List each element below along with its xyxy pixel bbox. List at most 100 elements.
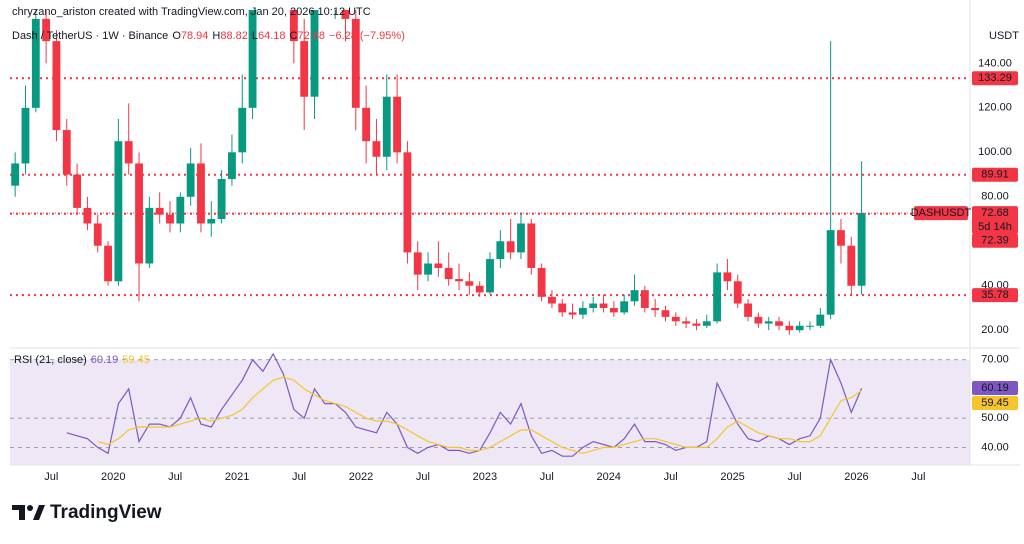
rsi-last-value-box	[972, 381, 1018, 395]
x-tick-label: Jul	[416, 471, 430, 483]
rsi-last-value: 59.45	[981, 397, 1009, 409]
candle-body	[702, 321, 711, 326]
ohlc-key: L	[252, 30, 258, 42]
candle-body	[424, 263, 432, 275]
candle-body	[775, 321, 783, 326]
candle-body	[21, 107, 30, 164]
candle-body	[166, 214, 174, 224]
candle-body	[527, 223, 536, 268]
candle-body	[145, 207, 154, 264]
candle-body	[310, 10, 319, 97]
candle-body	[795, 325, 804, 331]
candle-body	[599, 303, 608, 308]
candle-body	[155, 207, 164, 215]
x-tick-label: 2022	[349, 471, 373, 483]
candle-body	[764, 321, 773, 324]
candle-body	[609, 307, 618, 313]
ohlc-value: 88.82	[220, 30, 248, 42]
watermark: chryzano_ariston created with TradingVie…	[12, 6, 371, 18]
candle-body	[114, 141, 123, 282]
candle-body	[434, 263, 443, 268]
level-label: 133.29	[978, 72, 1012, 84]
candle-body	[537, 267, 546, 297]
x-tick-label: 2024	[596, 471, 620, 483]
candle-body	[300, 41, 309, 97]
last-price: 72.68	[981, 207, 1009, 219]
x-tick-label: 2021	[225, 471, 249, 483]
x-tick-label: Jul	[664, 471, 678, 483]
x-tick-label: Jul	[911, 471, 925, 483]
level-label-box	[972, 288, 1018, 303]
candle-body	[558, 303, 567, 313]
candle-body	[806, 325, 814, 327]
candle-body	[475, 285, 484, 293]
x-tick-label: 2026	[844, 471, 868, 483]
level-label: 35.78	[981, 289, 1009, 301]
candle-body	[857, 213, 866, 286]
x-tick-label: Jul	[44, 471, 58, 483]
y-tick-label: 70.00	[981, 354, 1009, 366]
candle-body	[496, 241, 505, 260]
x-tick-label: 2025	[720, 471, 744, 483]
candle-body	[186, 163, 195, 197]
x-tick-label: 2020	[101, 471, 125, 483]
x-tick-label: Jul	[787, 471, 801, 483]
candle-body	[124, 141, 133, 164]
candle-body	[42, 18, 51, 42]
symbol: Dash / TetherUS · 1W · Binance	[12, 30, 168, 42]
candle-body	[826, 230, 835, 315]
candle-body	[176, 196, 185, 224]
level-label-box	[972, 167, 1018, 182]
x-tick-label: 2023	[473, 471, 497, 483]
candle-body	[578, 307, 587, 315]
candle-body	[73, 174, 82, 208]
change: −6.28 (−7.95%)	[329, 30, 405, 42]
x-tick-label: Jul	[292, 471, 306, 483]
candle-body	[393, 96, 402, 153]
candle-body	[517, 223, 525, 253]
candle-body	[754, 316, 763, 324]
logo-text: TradingView	[50, 502, 162, 523]
candle-body	[837, 230, 845, 246]
candle-body	[93, 223, 102, 246]
candle-body	[640, 290, 649, 308]
candle-body	[548, 296, 556, 304]
candle-body	[847, 245, 856, 286]
candle-body	[486, 259, 494, 293]
logo-icon	[12, 505, 25, 520]
x-tick-label: Jul	[540, 471, 554, 483]
candle-body	[382, 96, 391, 157]
candle-body	[238, 107, 247, 153]
rsi-legend-value: 59.45	[122, 354, 150, 366]
ohlc-value: 78.94	[181, 30, 209, 42]
candle-body	[413, 252, 422, 275]
candle-body	[11, 163, 20, 186]
candle-body	[362, 107, 371, 142]
candle-body	[248, 10, 257, 108]
candle-body	[692, 323, 701, 326]
rsi-legend: RSI (21, close) 60.19 59.45	[14, 354, 150, 366]
level-label-box	[972, 233, 1018, 248]
rsi-last-value-box	[972, 396, 1018, 410]
y-tick-label: 80.00	[981, 191, 1009, 203]
candle-body	[506, 241, 515, 253]
level-label: 89.91	[981, 169, 1009, 181]
last-price-name: DASHUSDT	[911, 207, 972, 219]
countdown: 5d 14h	[978, 221, 1012, 233]
ohlc-value: 72.68	[298, 30, 326, 42]
rsi-line	[97, 376, 862, 454]
candle-body	[104, 245, 112, 282]
candle-body	[444, 267, 453, 280]
y-tick-label: 140.00	[978, 57, 1012, 69]
candle-body	[733, 281, 742, 304]
rsi-title: RSI (21, close)	[14, 354, 87, 366]
candle-body	[217, 179, 226, 220]
candle-body	[62, 130, 71, 175]
y-tick-label: 120.00	[978, 102, 1012, 114]
candle-body	[207, 219, 216, 224]
ohlc-key: C	[290, 30, 298, 42]
symbol-line: Dash / TetherUS · 1W · Binance O78.94 H88.…	[12, 30, 405, 42]
rsi-line	[66, 352, 863, 457]
